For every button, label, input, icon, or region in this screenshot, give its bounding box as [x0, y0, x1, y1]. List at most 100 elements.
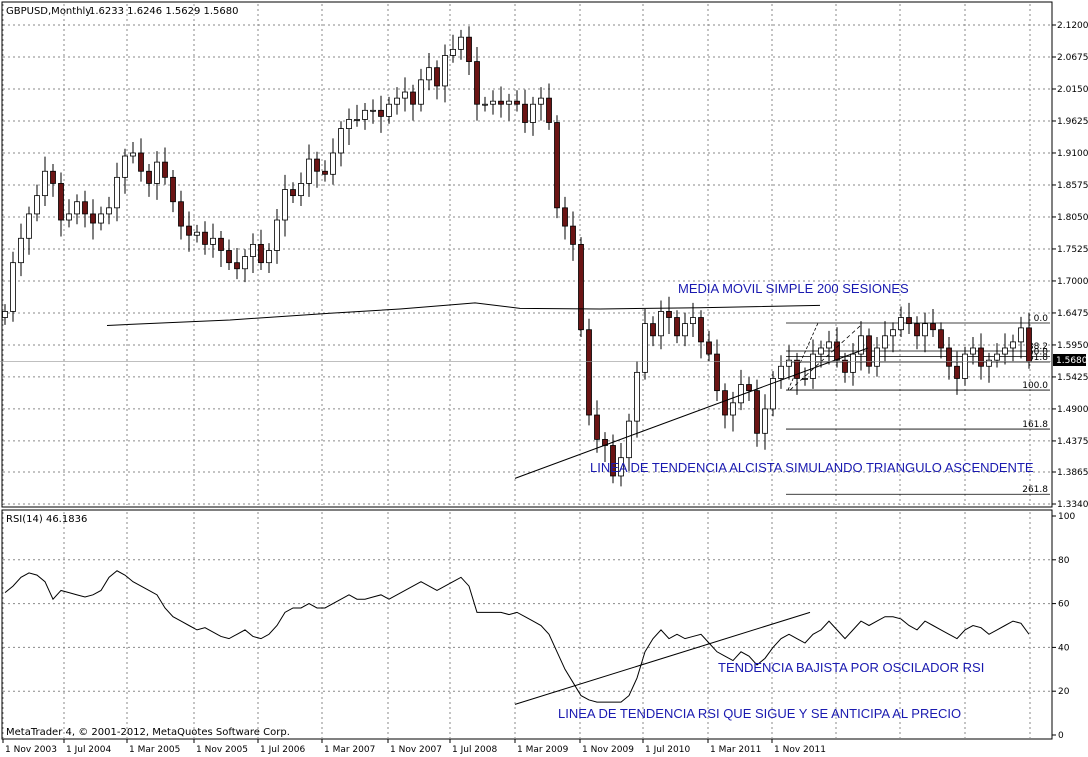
x-tick-label: 1 Jul 2006	[260, 745, 305, 755]
candle-body	[346, 119, 352, 130]
candle-body	[562, 207, 568, 227]
price-tick-label: 1.4900	[1057, 405, 1088, 415]
candle-body	[202, 231, 208, 245]
candle-body	[642, 323, 648, 373]
candle-body	[802, 378, 808, 380]
candle-body	[810, 353, 816, 379]
candle-body	[994, 353, 1000, 361]
fib-level-label: 50.0	[1028, 348, 1048, 358]
price-tick-label: 1.9100	[1057, 149, 1088, 159]
candle-body	[1010, 341, 1016, 349]
price-tick-label: 1.5950	[1057, 341, 1088, 351]
annotation-trend: LINEA DE TENDENCIA ALCISTA SIMULANDO TRI…	[590, 460, 1034, 475]
x-tick-label: 1 Jul 2010	[645, 745, 690, 755]
candle-body	[682, 323, 688, 337]
price-tick-label: 2.0150	[1057, 85, 1088, 95]
candle-body	[738, 384, 744, 404]
candle-body	[570, 225, 576, 245]
axis-labels: 1 Nov 2003 1 Jul 2004 1 Mar 2005 1 Nov 2005…	[2, 21, 1088, 755]
x-tick-label: 1 Jul 2004	[66, 745, 111, 755]
price-tick-label: 2.1200	[1057, 21, 1088, 31]
candle-body	[722, 390, 728, 416]
candle-body	[66, 213, 72, 221]
candle-body	[586, 329, 592, 416]
candle-body	[434, 67, 440, 87]
price-tick-label: 1.3865	[1057, 468, 1088, 478]
candle-body	[210, 237, 216, 245]
candle-body	[890, 329, 896, 337]
candle-body	[746, 384, 752, 392]
candle-body	[610, 445, 616, 477]
price-tick-label: 1.8050	[1057, 213, 1088, 223]
candle-body	[298, 183, 304, 197]
x-tick-label: 1 Nov 2005	[196, 745, 248, 755]
fib-anchor-line	[787, 322, 819, 391]
candle-body	[930, 323, 936, 331]
rsi-tick-label: 20	[1058, 687, 1070, 697]
candle-body	[714, 353, 720, 392]
rsi-trend-line	[514, 611, 811, 705]
rsi-panel-frame	[1, 509, 1053, 740]
candle-body	[338, 128, 344, 154]
candle-body	[770, 378, 776, 410]
candle-body	[18, 237, 24, 264]
current-price-box	[1053, 354, 1086, 366]
candle-body	[962, 353, 968, 379]
rsi-tick-label: 40	[1058, 643, 1070, 653]
candle-body	[498, 100, 504, 105]
x-tick-label: 1 Jul 2008	[452, 745, 497, 755]
fib-level-label: 100.0	[1022, 381, 1048, 391]
x-tick-label: 1 Mar 2011	[710, 745, 761, 755]
candle-body	[258, 243, 264, 264]
candle-body	[546, 97, 552, 123]
candle-body	[618, 457, 624, 477]
candle-body	[818, 347, 824, 355]
candle-body	[850, 353, 856, 373]
candle-body	[226, 250, 232, 264]
price-tick-label: 1.8575	[1057, 181, 1088, 191]
candle-body	[1026, 327, 1032, 362]
candle-body	[98, 213, 104, 224]
candle-body	[898, 317, 904, 331]
chart-header-symbol: GBPUSD,Monthly	[6, 6, 91, 17]
candle-body	[130, 152, 136, 157]
candle-body	[874, 347, 880, 367]
price-tick-label: 1.7525	[1057, 245, 1088, 255]
candle-body	[778, 365, 784, 379]
candle-body	[986, 359, 992, 367]
candle-body	[922, 323, 928, 337]
candle-body	[554, 122, 560, 209]
x-tick-label: 1 Mar 2007	[324, 745, 375, 755]
candle-body	[866, 335, 872, 367]
copyright: MetaTrader 4, © 2001-2012, MetaQuotes So…	[6, 727, 290, 738]
x-tick-label: 1 Nov 2003	[5, 745, 57, 755]
candle-body	[322, 170, 328, 175]
candle-body	[394, 97, 400, 105]
candle-body	[530, 103, 536, 123]
x-tick-label: 1 Nov 2009	[582, 745, 634, 755]
candle-body	[234, 262, 240, 270]
candle-body	[650, 323, 656, 337]
candle-body	[154, 161, 160, 184]
fib-level-label: 61.8	[1028, 353, 1048, 363]
candle-body	[442, 55, 448, 87]
price-tick-label: 1.7000	[1057, 277, 1088, 287]
price-tick-label: 1.3340	[1057, 500, 1088, 510]
candle-body	[74, 201, 80, 215]
candle-body	[754, 390, 760, 434]
candle-body	[466, 36, 472, 62]
candle-body	[794, 359, 800, 379]
candle-body	[914, 323, 920, 337]
candle-body	[218, 237, 224, 251]
candle-body	[458, 36, 464, 50]
chart-header-ohlc: 1.6233 1.6246 1.5629 1.5680	[89, 6, 239, 17]
candle-body	[194, 231, 200, 236]
candle-body	[634, 371, 640, 422]
candle-body	[426, 67, 432, 81]
rsi-header: RSI(14) 46.1836	[6, 514, 87, 525]
candle-body	[418, 79, 424, 105]
candle-body	[490, 100, 496, 105]
candle-body	[706, 341, 712, 355]
price-tick-label: 2.0675	[1057, 53, 1088, 63]
candle-body	[626, 420, 632, 459]
